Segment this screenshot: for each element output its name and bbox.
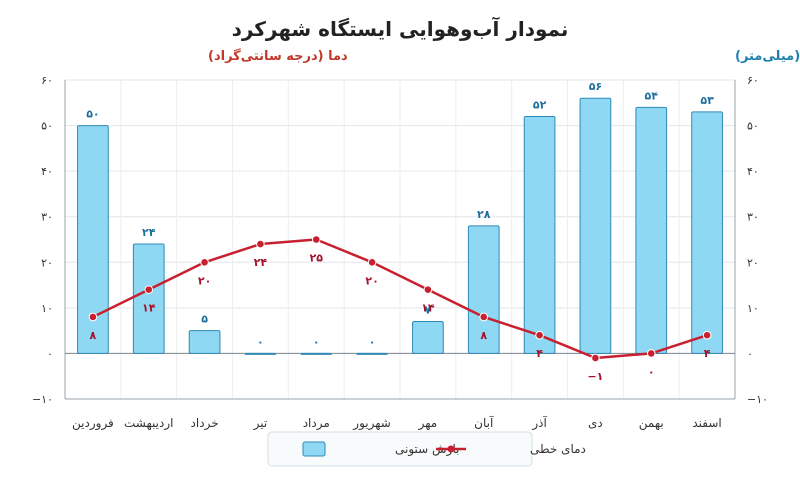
- temperature-point: [646, 349, 656, 358]
- temperature-point: [200, 257, 209, 267]
- temperature-label: ۲۰: [365, 274, 378, 287]
- category-label: بهمن: [639, 416, 664, 431]
- temperature-label: ۲۰: [198, 274, 211, 287]
- precip-bar: [356, 352, 388, 355]
- precip-bar: [244, 352, 277, 355]
- y-tick-label-left: −۱۰: [32, 393, 53, 406]
- y-tick-label-right: ۴۰: [747, 165, 759, 178]
- category-label: شهریور: [352, 416, 391, 431]
- grid: [64, 79, 736, 400]
- precip-bar-label: ۵۴: [645, 89, 659, 102]
- precip-bar-label: ۵۰: [86, 108, 99, 121]
- temperature-label: ۸: [480, 329, 487, 342]
- legend-line-marker: [447, 445, 455, 453]
- precip-bar: [467, 225, 500, 354]
- temperature-point: [535, 330, 544, 340]
- y-tick-label-right: ۶۰: [747, 74, 759, 87]
- precip-bar: [77, 125, 109, 354]
- legend-line-label: دمای خطی: [530, 442, 586, 456]
- precip-bar: [579, 97, 612, 354]
- bar-series: [77, 97, 723, 355]
- temperature-point: [702, 330, 712, 340]
- precip-bar: [300, 352, 333, 355]
- temperature-label: −۱: [587, 370, 603, 383]
- y-tick-label-left: ۱۰: [41, 302, 53, 315]
- precip-bar-label: ۵: [201, 313, 208, 326]
- y-tick-label-left: ۶۰: [41, 74, 53, 87]
- y-tick-label-left: ۰: [47, 347, 53, 360]
- category-label: اردیبهشت: [124, 416, 173, 431]
- line-series: [88, 235, 712, 363]
- y-tick-label-left: ۲۰: [41, 256, 53, 269]
- legend-bar-label: بارش ستونی: [395, 442, 459, 457]
- temperature-label: ۸: [90, 329, 97, 342]
- y-tick-label-right: ۰: [747, 347, 753, 360]
- temperature-label: ۱۴: [142, 302, 156, 315]
- category-label: فروردین: [72, 416, 114, 431]
- y-tick-label-right: ۲۰: [747, 256, 759, 269]
- y-tick-label-right: ۱۰: [747, 302, 759, 315]
- temperature-label: ۴: [536, 347, 543, 360]
- temperature-point: [423, 285, 433, 294]
- category-label: مرداد: [303, 416, 330, 431]
- temperature-point: [144, 285, 154, 294]
- precip-bar: [635, 106, 668, 354]
- precip-bar: [412, 321, 444, 354]
- y-tick-label-right: ۵۰: [747, 120, 759, 133]
- category-label: مهر: [418, 416, 438, 431]
- temperature-point: [256, 239, 265, 249]
- precip-bar-label: ۲۸: [477, 208, 491, 221]
- category-label: دی: [588, 416, 603, 430]
- y-tick-label-right: ۳۰: [747, 211, 759, 224]
- temperature-point: [311, 235, 321, 244]
- legend-box: [267, 431, 533, 467]
- category-label: تیر: [253, 416, 268, 431]
- precip-bar-label: ۵۲: [533, 98, 547, 111]
- temperature-label: ۰: [648, 365, 655, 378]
- precip-bar-label: ۵۳: [700, 94, 714, 107]
- y-tick-label-left: ۳۰: [41, 211, 53, 224]
- y-tick-label-left: ۵۰: [41, 120, 53, 133]
- temperature-label: ۱۴: [421, 302, 435, 315]
- y-tick-label-left: ۴۰: [41, 165, 53, 178]
- precip-bar: [132, 243, 165, 354]
- temperature-label: ۴: [704, 347, 711, 360]
- temperature-point: [88, 312, 98, 322]
- category-label: اسفند: [692, 416, 721, 430]
- temperature-point: [479, 312, 489, 322]
- precip-bar-label: ۰: [257, 335, 264, 348]
- category-label: خرداد: [191, 416, 219, 431]
- temperature-point: [591, 353, 600, 363]
- temperature-label: ۲۴: [254, 256, 268, 269]
- temperature-label: ۲۵: [310, 252, 324, 265]
- chart-title: نمودار آب‌وهوایی ایستگاه شهرکرد: [232, 16, 569, 41]
- legend: بارش ستونی دمای خطی: [267, 431, 586, 467]
- temperature-line: [92, 238, 708, 360]
- precip-bar-label: ۵۶: [589, 80, 602, 93]
- precip-bar-label: ۲۴: [142, 226, 156, 239]
- precip-bar-label: ۷: [425, 304, 432, 317]
- temperature-point: [367, 257, 377, 267]
- legend-bar-swatch: [302, 441, 326, 457]
- precip-bar-label: ۰: [369, 335, 376, 348]
- category-label: آبان: [474, 415, 494, 430]
- y-tick-label-right: −۱۰: [747, 393, 768, 406]
- category-label: آذر: [531, 415, 547, 431]
- precip-bar: [691, 111, 723, 354]
- left-axis-title: دما (درجه سانتی‌گراد): [208, 48, 348, 64]
- precip-bar-label: ۰: [313, 335, 320, 348]
- category-labels: فروردین اردیبهشت خرداد تیر مرداد شهریور مهر آبا…: [72, 415, 722, 431]
- right-axis-title: بارش (میلی‌متر): [735, 49, 800, 64]
- precip-bar: [188, 330, 221, 354]
- precip-bar: [523, 115, 556, 354]
